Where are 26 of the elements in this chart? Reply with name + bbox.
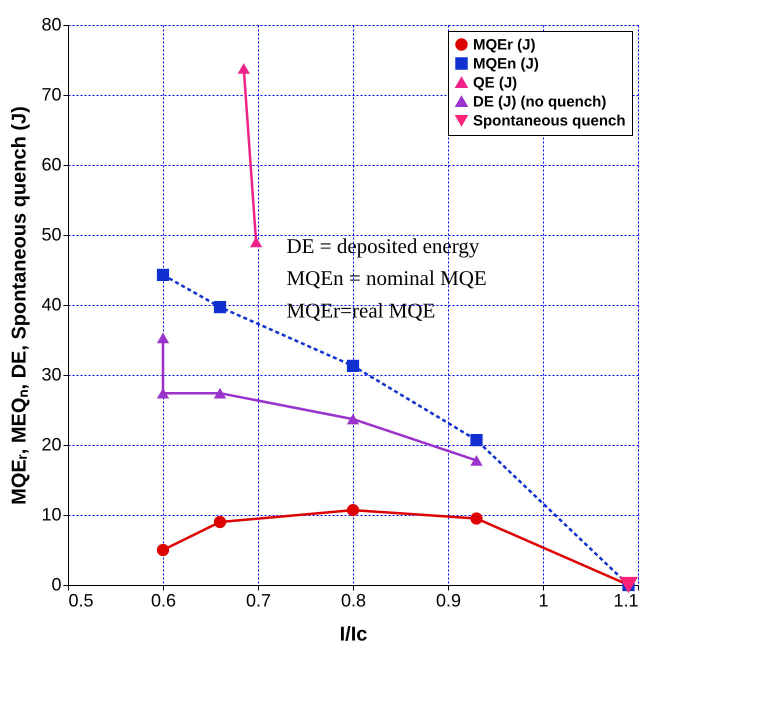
y-tick-label: 70 bbox=[41, 84, 62, 104]
y-tick-label: 50 bbox=[41, 224, 62, 244]
y-tick-label: 0 bbox=[51, 574, 62, 594]
x-axis-title: I/Ic bbox=[340, 624, 368, 646]
x-tick-label: 0.7 bbox=[246, 590, 272, 610]
legend-label: QE (J) bbox=[473, 74, 518, 92]
x-tick-label: 0.9 bbox=[436, 590, 462, 610]
y-axis-title: MQEᵣ, MEQₙ, DE, Spontaneous quench (J) bbox=[8, 106, 30, 505]
y-tick-label: 10 bbox=[41, 504, 62, 524]
legend-label: Spontaneous quench bbox=[473, 112, 626, 130]
legend-label: DE (J) (no quench) bbox=[473, 94, 606, 110]
annotation: MQEr=real MQE bbox=[286, 298, 436, 322]
y-tick-label: 30 bbox=[41, 364, 62, 384]
annotation: MQEn = nominal MQE bbox=[286, 266, 487, 290]
x-tick-label: 1 bbox=[538, 590, 549, 610]
legend-label: MQEn (J) bbox=[473, 56, 539, 72]
x-tick-label: 0.6 bbox=[150, 590, 176, 610]
y-tick-label: 80 bbox=[41, 14, 62, 34]
legend-label: MQEr (J) bbox=[473, 36, 536, 54]
annotation: DE = deposited energy bbox=[286, 234, 480, 258]
x-tick-label: 0.5 bbox=[68, 590, 94, 610]
y-tick-label: 40 bbox=[41, 294, 62, 314]
x-tick-label: 0.8 bbox=[340, 590, 366, 610]
y-tick-label: 20 bbox=[41, 434, 62, 454]
x-tick-label: 1.1 bbox=[613, 590, 638, 610]
y-tick-label: 60 bbox=[41, 154, 62, 174]
